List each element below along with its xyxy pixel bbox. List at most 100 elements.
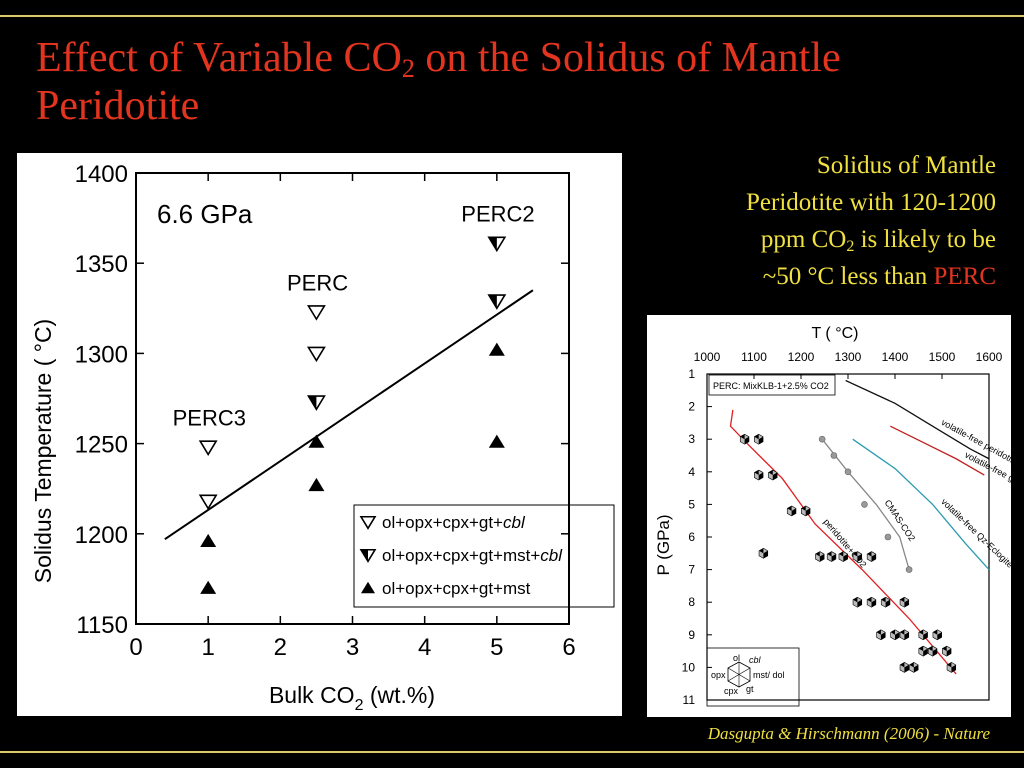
- phase-key-cbl: cbl: [749, 655, 762, 665]
- experiment-point-fill: [900, 662, 909, 673]
- phase-y-tick-label: 3: [688, 432, 695, 446]
- data-point: [488, 342, 505, 356]
- data-point: [361, 581, 375, 594]
- phase-x-tick-label: 1000: [694, 350, 721, 364]
- y-tick-label: 1150: [76, 612, 128, 639]
- phase-curve-label: peridotite+CO2: [822, 517, 869, 570]
- data-point: [308, 434, 325, 448]
- phase-x-axis-label: T ( °C): [812, 325, 859, 342]
- phase-y-tick-label: 8: [688, 595, 695, 609]
- experiment-point-fill: [867, 597, 876, 608]
- phase-key-cpx: cpx: [724, 686, 739, 696]
- experiment-point-fill: [947, 662, 956, 673]
- experiment-point-fill: [900, 629, 909, 640]
- phase-curve-label: volatile-free Qz-Eclogite: [939, 497, 1011, 570]
- phase-key-gt: gt: [746, 684, 754, 694]
- phase-key-opx: opx: [711, 670, 726, 680]
- y-tick-label: 1400: [75, 161, 128, 188]
- phase-x-tick-label: 1600: [976, 350, 1003, 364]
- phase-y-tick-label: 4: [688, 465, 695, 479]
- experiment-point-fill: [876, 629, 886, 640]
- phase-y-tick-label: 10: [682, 660, 696, 674]
- chart2-svg: T ( °C) P (GPa) PERC: MixKLB-1+2.5% CO2 …: [654, 325, 1024, 707]
- cmas-point: [884, 533, 892, 541]
- chart1-svg: 6.6 GPa PERC3 PERC PERC2 Solidus Tempera…: [30, 161, 615, 714]
- data-point: [198, 440, 218, 456]
- data-point: [198, 494, 218, 511]
- cmas-point: [861, 501, 868, 508]
- experiment-point-fill: [867, 551, 876, 562]
- experiment-point-fill: [768, 470, 778, 481]
- phase-x-tick-label: 1500: [929, 350, 956, 364]
- x-axis-label: Bulk CO2 (wt.%): [269, 682, 435, 714]
- perc3-label: PERC3: [173, 406, 246, 431]
- perc2-label: PERC2: [461, 202, 534, 227]
- perc-label: PERC: [287, 270, 348, 295]
- y-tick-label: 1350: [75, 251, 128, 278]
- y-tick-label: 1200: [75, 522, 128, 549]
- data-point: [306, 346, 326, 363]
- phase-diagram: T ( °C) P (GPa) PERC: MixKLB-1+2.5% CO2 …: [647, 315, 1024, 717]
- cmas-point: [818, 435, 826, 443]
- experiment-point-fill: [890, 629, 900, 640]
- data-point: [308, 477, 325, 492]
- experiment-point-fill: [909, 662, 919, 673]
- phase-key-mst-dol: mst/ dol: [753, 670, 785, 680]
- x-tick-label: 6: [562, 634, 575, 661]
- phase-x-tick-label: 1100: [741, 350, 767, 364]
- experiment-point-fill: [853, 597, 862, 608]
- phase-y-tick-label: 5: [688, 497, 695, 511]
- phase-inset-legend: PERC: MixKLB-1+2.5% CO2: [708, 374, 836, 396]
- phase-curve: [821, 438, 910, 570]
- phase-y-tick-label: 6: [688, 530, 695, 544]
- summary-text: Solidus of Mantle Peridotite with 120-12…: [746, 152, 996, 290]
- x-tick-label: 5: [490, 634, 503, 661]
- experiment-point-fill: [928, 646, 937, 657]
- experiment-point-fill: [815, 551, 825, 562]
- phase-curve: [729, 409, 957, 675]
- experiment-point-fill: [853, 551, 862, 562]
- y-tick-label: 1250: [75, 432, 128, 459]
- data-point: [359, 515, 377, 530]
- phase-curve: [845, 379, 990, 460]
- legend-label-1: ol+opx+cpx+gt+cbl: [382, 513, 526, 532]
- phase-y-tick-label: 1: [688, 367, 695, 381]
- data-point: [306, 305, 326, 321]
- x-tick-label: 2: [274, 634, 287, 661]
- x-tick-label: 3: [346, 634, 359, 661]
- phase-x-tick-label: 1300: [835, 350, 862, 364]
- phase-key-line: [727, 667, 751, 682]
- cmas-point: [844, 468, 852, 476]
- cmas-point: [830, 452, 838, 459]
- phase-key: ol cbl mst/ dol gt cpx opx: [706, 647, 800, 707]
- legend: ol+opx+cpx+gt+cbl ol+opx+cpx+gt+mst+cbl …: [353, 504, 615, 608]
- pressure-annotation: 6.6 GPa: [157, 199, 253, 229]
- phase-curve: [852, 438, 990, 571]
- legend-label-2: ol+opx+cpx+gt+mst+cbl: [382, 546, 563, 565]
- phase-curve: [890, 425, 985, 476]
- cmas-point: [905, 566, 913, 573]
- phase-inset-legend-box: [708, 374, 836, 396]
- legend-label-3: ol+opx+cpx+gt+mst: [382, 579, 531, 598]
- trend-line: [164, 289, 534, 541]
- phase-y-tick-label: 9: [688, 628, 695, 642]
- phase-key-ol: ol: [733, 653, 740, 663]
- y-tick-label: 1300: [75, 341, 128, 368]
- experiment-point-fill: [754, 434, 764, 445]
- slide-title: Effect of Variable CO2 on the Solidus of…: [36, 35, 841, 129]
- top-rule: [0, 15, 1024, 17]
- phase-key-box: [706, 647, 800, 707]
- phase-x-tick-label: 1200: [788, 350, 815, 364]
- experiment-point-fill: [754, 470, 764, 481]
- data-point: [488, 434, 505, 448]
- y-axis-label: Solidus Temperature ( °C): [30, 319, 56, 583]
- markers-layer: [198, 236, 507, 594]
- experiment-point-fill: [932, 629, 942, 640]
- experiment-point-fill: [918, 629, 928, 640]
- phase-y-tick-label: 11: [683, 693, 696, 707]
- phase-y-tick-label: 2: [688, 400, 695, 414]
- phase-inset-legend-text: PERC: MixKLB-1+2.5% CO2: [713, 381, 829, 391]
- phase-x-tick-label: 1400: [882, 350, 909, 364]
- data-point-half: [488, 237, 497, 251]
- x-tick-label: 1: [201, 634, 214, 661]
